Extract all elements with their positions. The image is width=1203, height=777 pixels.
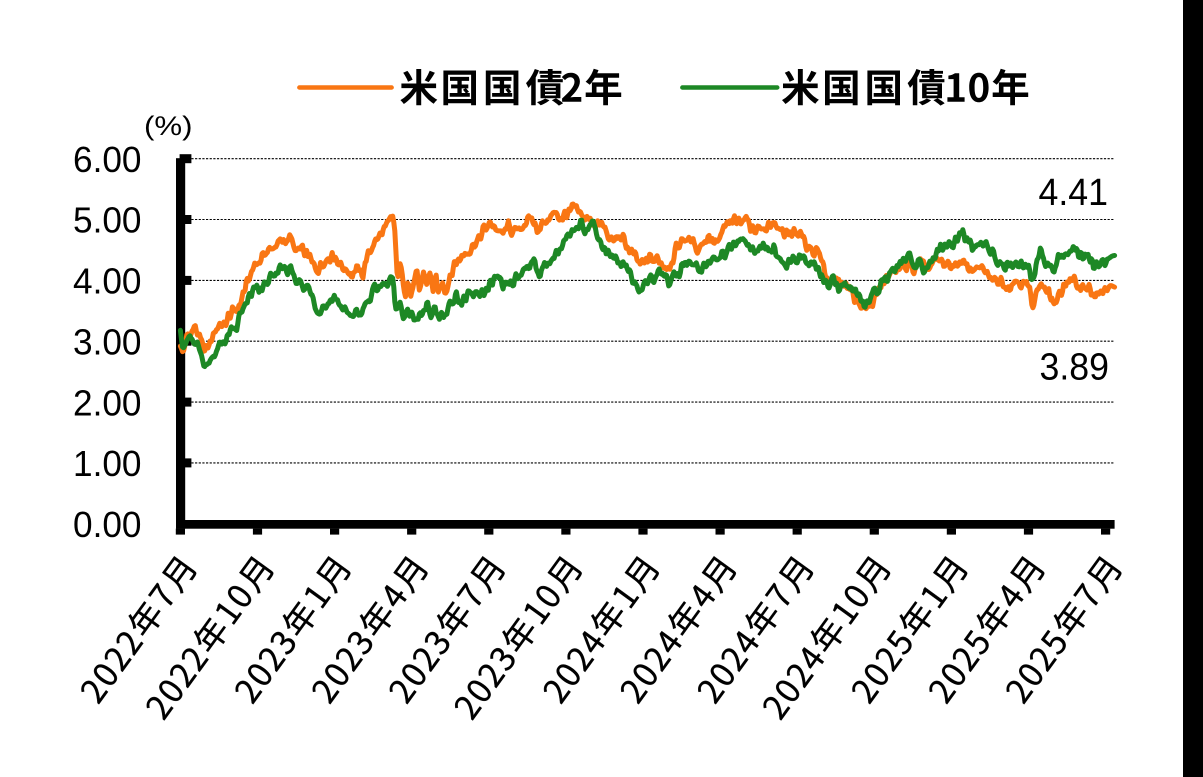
svg-text:3.89: 3.89: [1040, 346, 1110, 388]
svg-text:3.00: 3.00: [73, 321, 142, 362]
svg-text:0.00: 0.00: [73, 504, 142, 545]
svg-text:(%): (%): [144, 111, 193, 141]
svg-text:2.00: 2.00: [73, 382, 142, 423]
svg-text:4.41: 4.41: [1039, 172, 1109, 214]
svg-text:6.00: 6.00: [73, 139, 142, 180]
svg-text:1.00: 1.00: [73, 443, 142, 484]
svg-text:5.00: 5.00: [73, 200, 142, 241]
svg-text:4.00: 4.00: [73, 261, 142, 302]
